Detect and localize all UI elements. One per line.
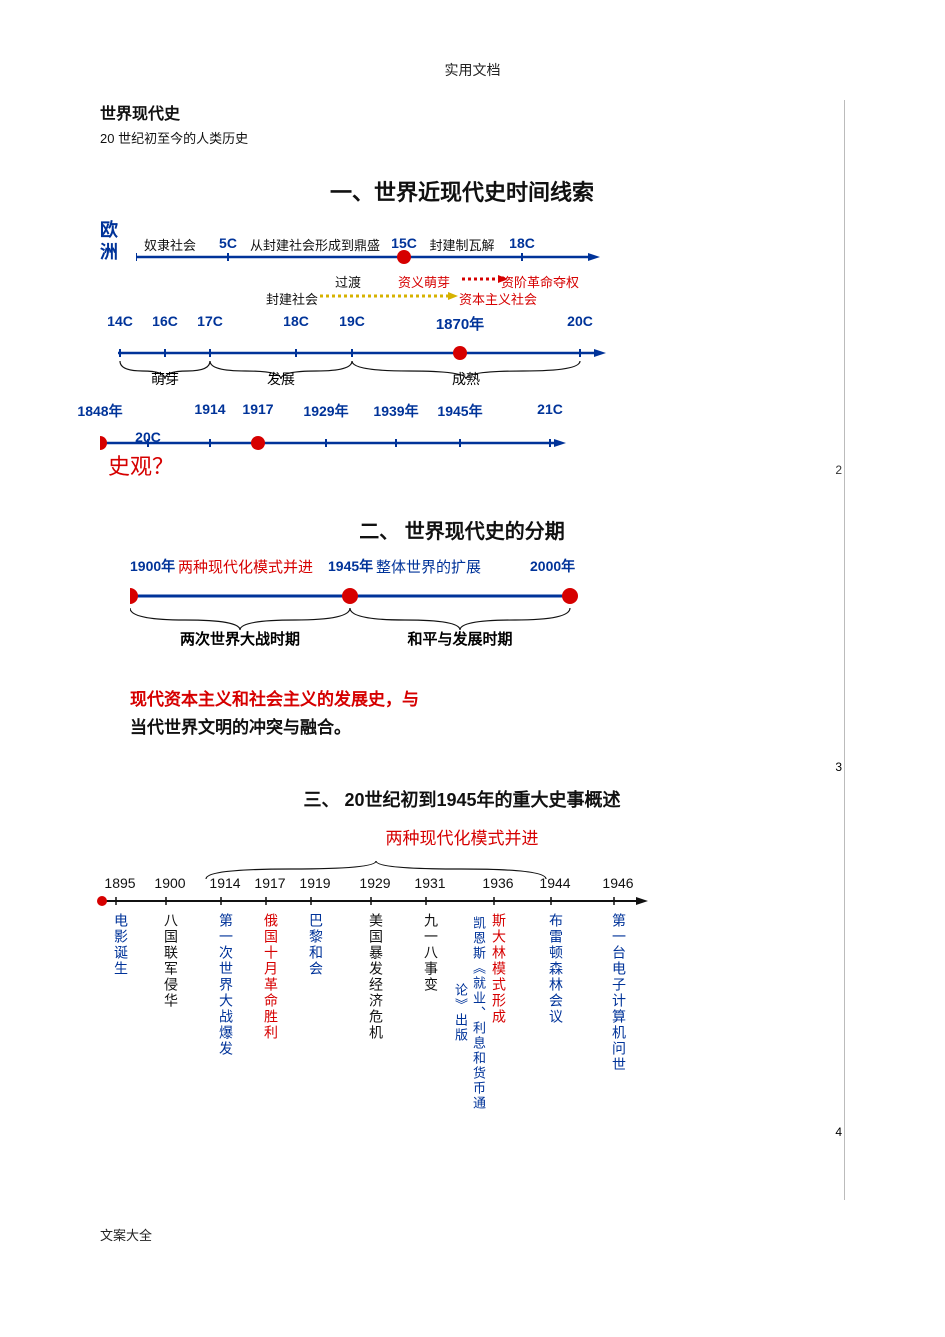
tl1-label: 封建制瓦解: [429, 235, 494, 254]
tl1-label: 奴隶社会: [144, 235, 196, 254]
tl3-tick-label: 1945年: [437, 401, 482, 421]
section2-timeline: 1900年两种现代化模式并进1945年整体世界的扩展2000年 两次世界大战时期…: [130, 556, 824, 686]
section3-title: 三、 20世纪初到1945年的重大史事概述: [100, 786, 824, 812]
s3-year: 1946: [602, 875, 633, 891]
s3-event-label: 九一八事变: [422, 909, 440, 993]
tl1-label: 5C: [219, 235, 237, 251]
s3-event-label: 俄国十月革命胜利: [262, 909, 280, 1041]
page-num-2: 2: [835, 463, 842, 493]
tl3-tick-label: 1914: [194, 401, 225, 417]
content-area: 世界现代史 20 世纪初至今的人类历史 一、世界近现代史时间线索 欧洲: [100, 100, 845, 1200]
tl2-tick-label: 16C: [152, 313, 178, 329]
page-num-4: 4: [835, 1125, 842, 1139]
tl3-tick-label: 1917: [242, 401, 273, 417]
tl2-tick-label: 19C: [339, 313, 365, 329]
tl3-tick-label: 21C: [537, 401, 563, 417]
tl1-label: 15C: [391, 235, 417, 251]
s3-year: 1917: [254, 875, 285, 891]
footer-text: 文案大全: [100, 1225, 152, 1244]
s3-event-label: 巴黎和会: [307, 909, 325, 977]
tl3-tick-label: 1848年: [77, 401, 122, 421]
section2-desc: 现代资本主义和社会主义的发展史，与 当代世界文明的冲突与融合。: [130, 686, 824, 742]
shiguan-label: 史观？: [108, 449, 174, 481]
page-num-3: 3: [835, 760, 842, 774]
doc-title: 世界现代史: [100, 100, 824, 124]
s3-year: 1944: [539, 875, 570, 891]
s2-brace-label: 两次世界大战时期: [180, 628, 300, 649]
tl2-tick-label: 17C: [197, 313, 223, 329]
s3-year: 1931: [414, 875, 445, 891]
s3-event-label: 八国联军侵华: [162, 909, 180, 1009]
s3-year: 1929: [359, 875, 390, 891]
subtitle: 20 世纪初至今的人类历史: [100, 128, 824, 147]
section1-title: 一、世界近现代史时间线索: [100, 175, 824, 207]
tl2-tick-label: 14C: [107, 313, 133, 329]
tl2-brace-label: 成熟: [452, 369, 480, 389]
section2-desc-line1: 现代资本主义和社会主义的发展史，与: [130, 690, 419, 709]
s3-event-label: 布雷顿森林会议: [547, 909, 565, 1025]
section3-subtitle: 两种现代化模式并进: [100, 824, 824, 849]
s3-year: 1919: [299, 875, 330, 891]
s3-event-label: 电影诞生: [112, 909, 130, 977]
tl1-below-label: 过渡: [335, 272, 361, 291]
s3-event-label: 凯恩斯《就业、利息和货币通论》出版: [451, 909, 487, 1113]
section3-timeline: 两种现代化模式并进 1895 1900 1914 1917 1919 1929 1931 19…: [100, 824, 824, 1133]
s3-year: 1895: [104, 875, 135, 891]
tl1-label: 从封建社会形成到鼎盛: [250, 235, 380, 254]
tl1-label: 18C: [509, 235, 535, 251]
s3-event-label: 斯大林模式形成: [490, 909, 508, 1025]
s3-event-label: 第一次世界大战爆发: [217, 909, 235, 1057]
s3-year: 1900: [154, 875, 185, 891]
tl1-below-label: 资本主义社会: [459, 289, 537, 308]
section2-title: 二、 世界现代史的分期: [100, 515, 824, 544]
s3-year: 1936: [482, 875, 513, 891]
section2-desc-line2: 当代世界文明的冲突与融合。: [130, 718, 351, 737]
timeline1-group: 欧洲 奴隶社会 5C 从封建社会形成到鼎盛 15C 封建制瓦解 18C 过渡: [100, 219, 824, 479]
europe-label: 欧洲: [100, 219, 118, 263]
tl2-brace-label: 发展: [267, 369, 295, 389]
tl1-below-label: 资义萌芽: [398, 272, 450, 291]
tl3-tick-label: 1939年: [373, 401, 418, 421]
tl2-brace-label: 萌芽: [151, 369, 179, 389]
tl3-tick-label: 20C: [135, 429, 161, 445]
tl2-tick-label: 1870年: [436, 313, 484, 334]
s3-event-label: 美国暴发经济危机: [367, 909, 385, 1041]
s3-year: 1914: [209, 875, 240, 891]
tl1-below-label: 封建社会: [266, 289, 318, 308]
tl2-tick-label: 20C: [567, 313, 593, 329]
tl2-tick-label: 18C: [283, 313, 309, 329]
s2-brace-label: 和平与发展时期: [407, 628, 512, 649]
tl3-tick-label: 1929年: [303, 401, 348, 421]
s3-event-label: 第一台电子计算机问世: [610, 909, 628, 1073]
header-text: 实用文档: [100, 60, 845, 80]
